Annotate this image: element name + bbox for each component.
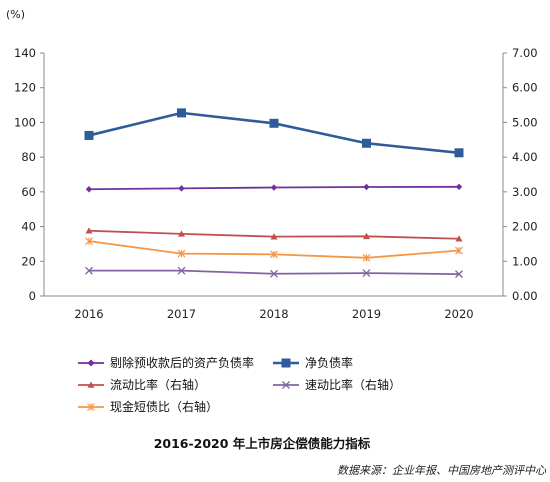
- data-point: [270, 233, 278, 240]
- marker-stroke: [362, 269, 371, 278]
- left-axis-tick-label: 80: [21, 150, 36, 164]
- data-point: [178, 230, 185, 237]
- right-axis-tick-label: 1.00: [512, 254, 538, 268]
- legend-label: 净负债率: [305, 355, 353, 370]
- x-axis-tick-label: 2016: [74, 307, 103, 321]
- left-axis-tick-label: 60: [21, 185, 36, 199]
- legend-item: 净负债率: [273, 355, 353, 370]
- left-axis-tick-label: 120: [14, 81, 36, 95]
- data-point: [177, 249, 186, 258]
- data-point: [455, 270, 463, 279]
- legend-item: 剔除预收款后的资产负债率: [78, 355, 254, 370]
- axes: 0 20 40 60 80 100 120 140 0.00 1.00 2.00 3.00 4.00 5.…: [14, 46, 538, 321]
- legend-item: 速动比率（右轴）: [273, 377, 401, 392]
- legend-swatch-marker: [87, 403, 95, 411]
- x-axis-tick-label: 2019: [352, 307, 381, 321]
- data-point: [178, 185, 185, 192]
- right-axis-tick-label: 4.00: [512, 150, 538, 164]
- data-point: [362, 253, 371, 262]
- legend-label: 流动比率（右轴）: [110, 377, 206, 392]
- data-point: [269, 118, 279, 128]
- data-point: [177, 266, 186, 275]
- data-point: [85, 186, 93, 193]
- data-point: [85, 266, 93, 275]
- right-axis-tick-label: 7.00: [512, 46, 538, 60]
- legend-swatch-marker: [281, 358, 291, 368]
- x-axis-tick-label: 2020: [444, 307, 473, 321]
- marker-stroke: [282, 381, 290, 389]
- data-point: [454, 148, 464, 158]
- legend-label: 剔除预收款后的资产负债率: [110, 355, 254, 370]
- data-point: [362, 138, 371, 148]
- chart-title: 2016-2020 年上市房企偿债能力指标: [154, 436, 371, 451]
- legend-swatch-marker: [282, 381, 290, 389]
- series-group: [85, 227, 463, 242]
- legend-item: 现金短债比（右轴）: [78, 399, 218, 414]
- data-point: [270, 269, 278, 278]
- data-point: [455, 246, 463, 255]
- data-point: [363, 183, 370, 191]
- left-axis-tick-label: 20: [21, 254, 36, 268]
- data-point: [85, 227, 93, 234]
- legend-swatch-marker: [87, 359, 95, 367]
- left-axis-tick-label: 140: [14, 46, 36, 60]
- data-point: [270, 250, 278, 259]
- legend-label: 速动比率（右轴）: [305, 377, 401, 392]
- source-note: 数据来源：企业年报、中国房地产测评中心: [337, 464, 547, 477]
- marker-stroke: [270, 269, 278, 278]
- data-point: [455, 235, 463, 242]
- right-axis-tick-label: 6.00: [512, 81, 538, 95]
- data-point: [177, 108, 186, 118]
- data-point: [85, 237, 93, 246]
- left-axis-tick-label: 0: [29, 289, 36, 303]
- series-group: [85, 266, 463, 279]
- x-axis-tick-label: 2017: [167, 307, 196, 321]
- legend-label: 现金短债比（右轴）: [110, 399, 218, 414]
- right-axis-tick-label: 3.00: [512, 185, 538, 199]
- legend-swatch-marker: [87, 381, 95, 388]
- series-group: [84, 108, 464, 158]
- series-group: [85, 237, 463, 262]
- data-point: [270, 184, 278, 191]
- right-axis-tick-label: 2.00: [512, 220, 538, 234]
- series-layer: [84, 108, 464, 279]
- left-axis-tick-label: 100: [14, 115, 36, 129]
- right-axis-tick-label: 0.00: [512, 289, 538, 303]
- marker-stroke: [85, 266, 93, 275]
- series-group: [85, 183, 463, 193]
- left-axis-unit-label: (%): [6, 8, 25, 21]
- data-point: [455, 183, 463, 191]
- marker-stroke: [177, 266, 186, 275]
- data-point: [362, 269, 371, 278]
- x-axis-tick-label: 2018: [259, 307, 288, 321]
- left-axis-tick-label: 40: [21, 220, 36, 234]
- right-axis-tick-label: 5.00: [512, 115, 538, 129]
- data-point: [84, 130, 94, 140]
- legend-item: 流动比率（右轴）: [78, 377, 206, 392]
- marker-stroke: [455, 270, 463, 279]
- data-point: [363, 232, 370, 240]
